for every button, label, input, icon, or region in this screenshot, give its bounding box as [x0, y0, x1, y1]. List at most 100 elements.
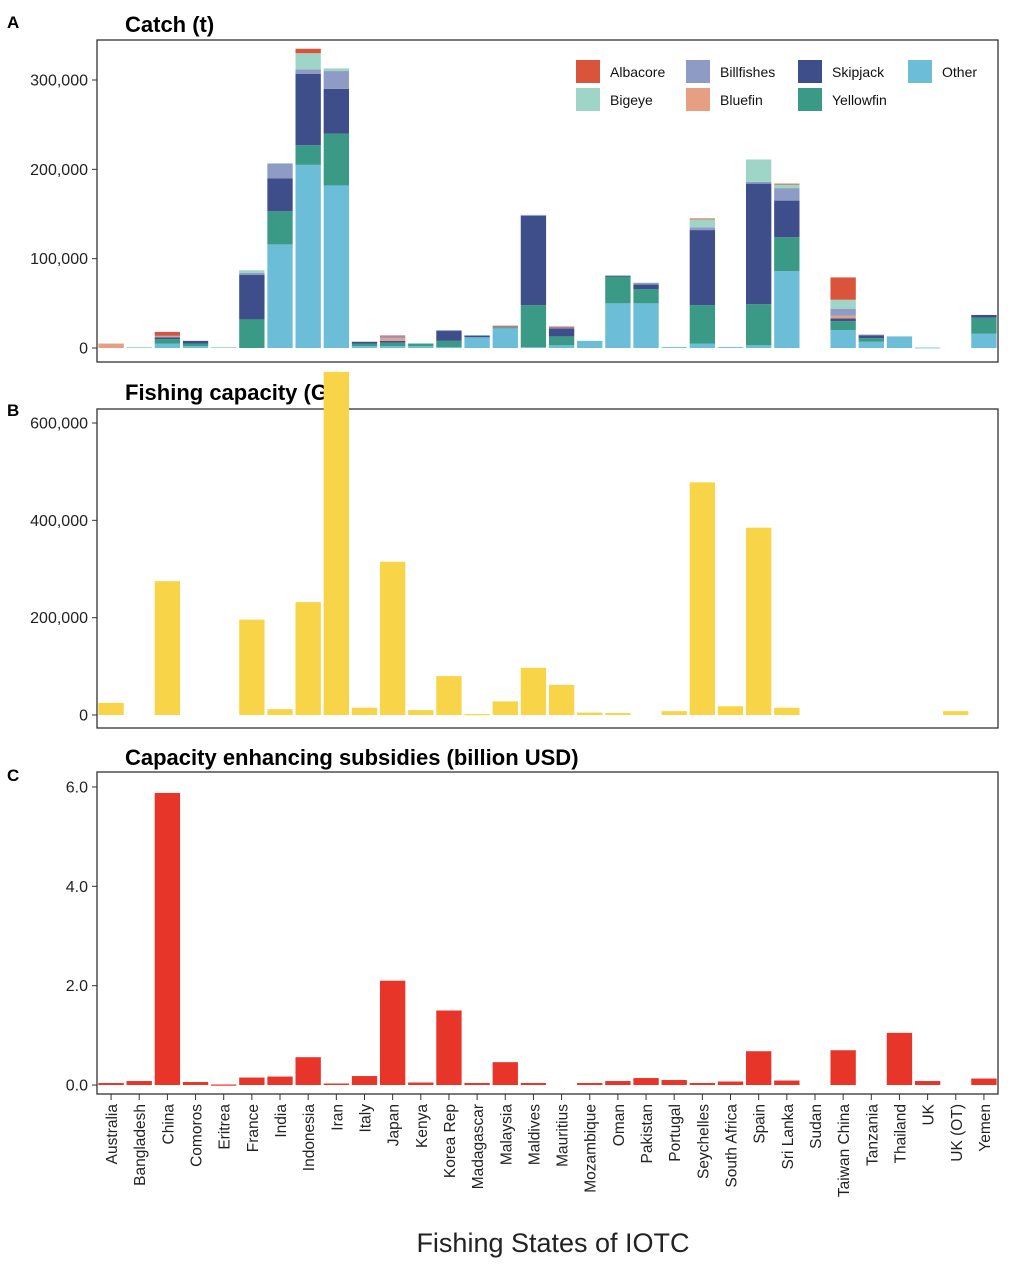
- bar-billfishes-maldives: [520, 214, 547, 216]
- bar-billfishes-tanzania: [858, 334, 884, 336]
- x-tick-label: Thailand: [892, 1104, 909, 1163]
- bar-seychelles: [689, 1083, 716, 1085]
- y-tick-label: 200,000: [30, 610, 88, 627]
- panel-letter: C: [7, 766, 19, 785]
- bar-india: [267, 709, 293, 715]
- bar-yellowfin-mauritius: [548, 336, 575, 346]
- bar-billfishes-mauritius: [548, 327, 575, 329]
- y-tick-label: 400,000: [30, 513, 88, 530]
- x-tick-label: Japan: [386, 1104, 403, 1146]
- bar-yellowfin-yemen: [971, 317, 997, 334]
- x-tick-label: Sudan: [808, 1104, 825, 1149]
- x-tick-label: South Africa: [724, 1104, 741, 1188]
- x-tick-label: Oman: [611, 1104, 628, 1146]
- bar-yellowfin-france: [239, 319, 265, 348]
- bar-bigeye-sri-lanka: [774, 184, 800, 189]
- x-tick-label: Tanzania: [864, 1104, 881, 1166]
- legend-swatch-other: [908, 60, 932, 83]
- bar-skipjack-france: [239, 274, 265, 320]
- bar-skipjack-comoros: [182, 340, 209, 344]
- x-tick-label: Australia: [104, 1104, 121, 1165]
- y-tick-label: 200,000: [30, 162, 88, 179]
- bar-madagascar: [464, 1083, 490, 1085]
- bar-eritrea: [211, 1084, 237, 1086]
- x-tick-label: Mauritius: [555, 1104, 572, 1167]
- bar-malaysia: [492, 701, 518, 715]
- bar-maldives: [520, 667, 547, 715]
- legend-swatch-yellowfin: [798, 88, 822, 111]
- bar-south-africa: [717, 706, 744, 715]
- bar-yellowfin-china: [154, 339, 181, 344]
- bar-skipjack-indonesia: [295, 73, 321, 146]
- bar-mozambique: [577, 1083, 603, 1085]
- bar-bluefin-taiwan-china: [830, 315, 856, 319]
- bar-yellowfin-iran: [323, 133, 349, 186]
- bar-other-pakistan: [633, 303, 659, 348]
- bar-kenya: [408, 710, 434, 715]
- bar-yellowfin-spain: [746, 304, 772, 346]
- bar-thailand: [886, 1032, 913, 1085]
- bar-iran: [323, 1083, 349, 1085]
- shared-x-axis: Australia Bangladesh China Comoros Eritrea Fr…: [104, 1094, 994, 1258]
- legend-swatch-skipjack: [798, 60, 822, 83]
- bar-other-iran: [323, 185, 349, 348]
- legend-swatch-albacore: [576, 60, 600, 83]
- bar-yellowfin-sri-lanka: [774, 237, 800, 272]
- bar-billfishes-seychelles: [689, 227, 716, 231]
- bar-china: [154, 792, 181, 1085]
- y-tick-label: 6.0: [66, 780, 88, 797]
- bar-yellowfin-indonesia: [295, 145, 321, 165]
- bar-china: [154, 581, 181, 715]
- bar-billfishes-japan: [379, 336, 406, 339]
- y-tick-label: 0: [79, 341, 88, 358]
- bar-albacore-seychelles: [689, 218, 716, 220]
- panel-title: Catch (t): [125, 12, 214, 37]
- bar-billfishes-korea-rep: [436, 330, 462, 332]
- bar-oman: [605, 1081, 631, 1085]
- bar-other-mauritius: [548, 345, 575, 348]
- bar-bangladesh: [126, 1081, 152, 1085]
- bar-skipjack-sri-lanka: [774, 200, 800, 238]
- bar-taiwan-china: [830, 1050, 856, 1085]
- bar-albacore-taiwan-china: [830, 277, 856, 300]
- panel-title: Fishing capacity (GT): [125, 380, 349, 405]
- panel-frame: [96, 771, 999, 1095]
- panel-letter: B: [7, 401, 19, 420]
- bar-billfishes-china: [154, 335, 181, 337]
- panel-letter: A: [7, 13, 19, 32]
- y-tick-label: 2.0: [66, 978, 88, 995]
- bar-billfishes-spain: [746, 181, 772, 184]
- bar-billfishes-sri-lanka: [774, 188, 800, 201]
- bar-comoros: [182, 1082, 209, 1085]
- y-tick-label: 4.0: [66, 879, 88, 896]
- bar-billfishes-india: [267, 163, 293, 179]
- bar-skipjack-korea-rep: [436, 331, 462, 341]
- x-tick-label: China: [160, 1104, 177, 1145]
- bar-yellowfin-comoros: [182, 343, 209, 347]
- bar-italy: [351, 1076, 378, 1085]
- x-tick-label: Italy: [357, 1104, 374, 1133]
- bar-skipjack-yemen: [971, 314, 997, 318]
- bar-bigeye-indonesia: [295, 53, 321, 70]
- x-tick-label: Korea Rep: [442, 1104, 459, 1178]
- bar-indonesia: [295, 1057, 321, 1085]
- bar-india: [267, 1076, 293, 1085]
- bar-bigeye-taiwan-china: [830, 299, 856, 309]
- bar-yellowfin-seychelles: [689, 305, 716, 344]
- bar-yellowfin-india: [267, 211, 293, 245]
- y-tick-label: 600,000: [30, 416, 88, 433]
- x-tick-label: UK (OT): [949, 1104, 966, 1162]
- bar-other-spain: [746, 345, 772, 348]
- x-tick-label: Yemen: [977, 1104, 994, 1152]
- bar-skipjack-india: [267, 178, 293, 212]
- bar-bigeye-eritrea: [211, 347, 237, 348]
- bar-madagascar: [464, 714, 490, 716]
- bar-bigeye-bangladesh: [126, 347, 152, 348]
- bar-other-japan: [379, 346, 406, 348]
- bar-spain: [746, 1051, 772, 1085]
- bar-skipjack-china: [154, 337, 181, 340]
- x-tick-label: India: [273, 1104, 290, 1138]
- y-tick-label: 0.0: [66, 1078, 88, 1095]
- bar-other-sri-lanka: [774, 271, 800, 348]
